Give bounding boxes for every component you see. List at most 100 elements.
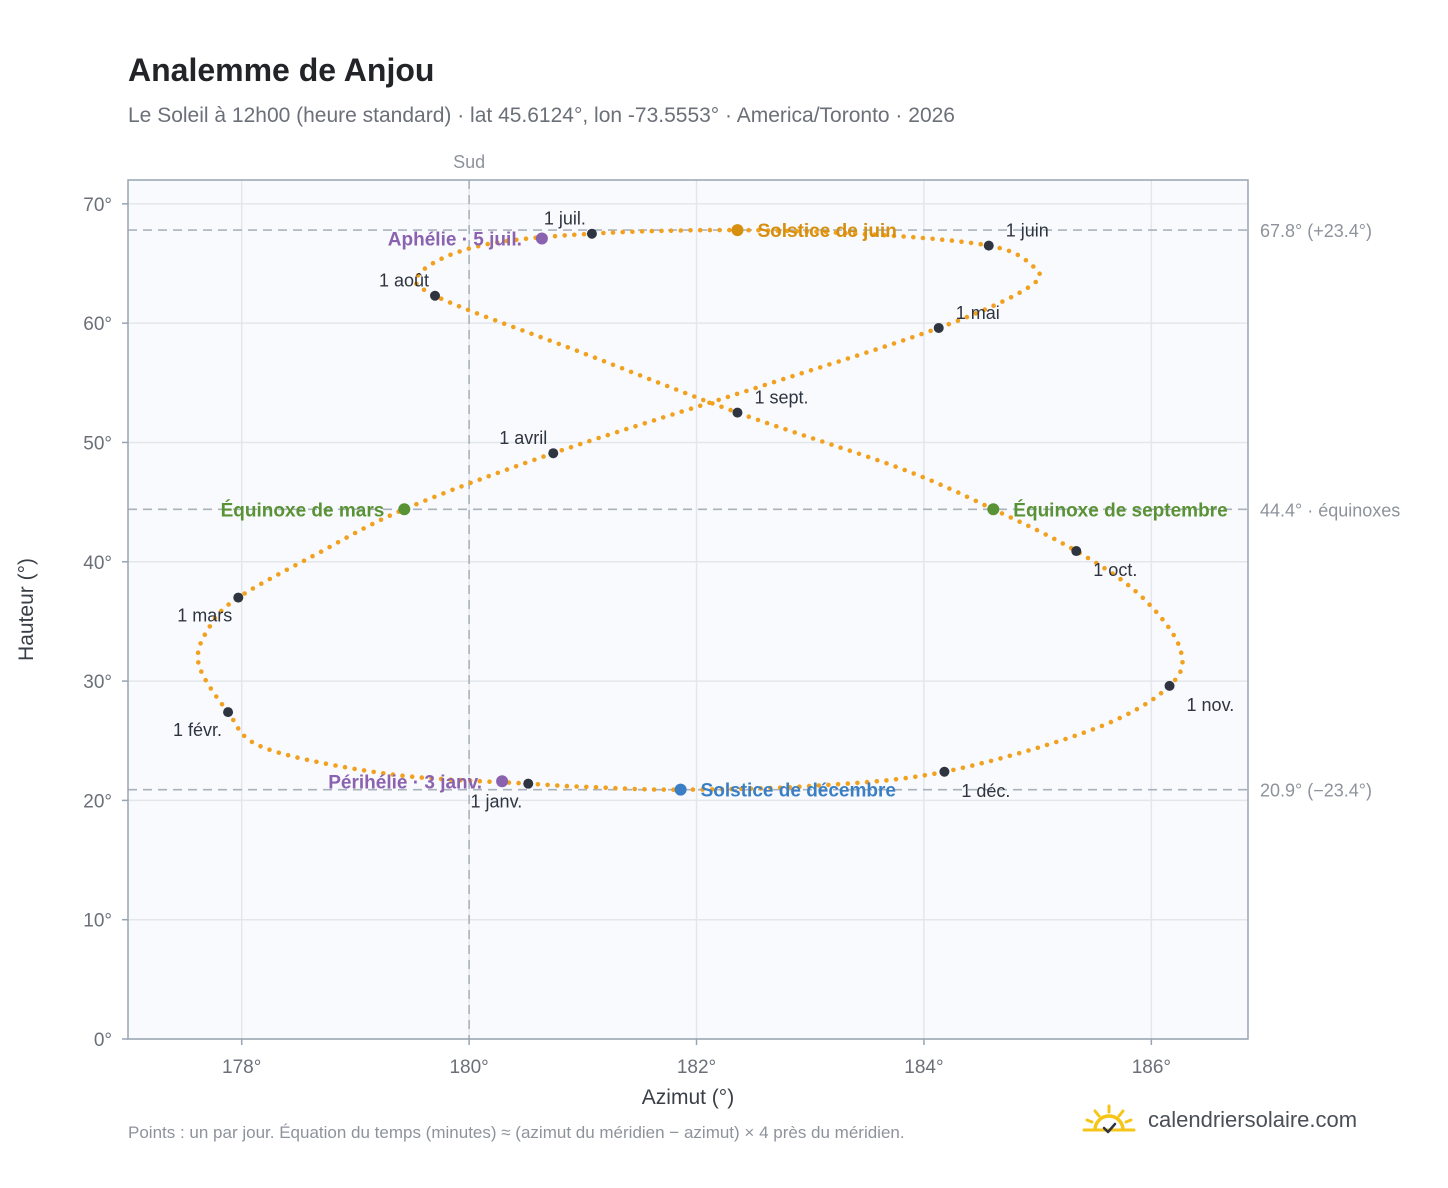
daily-point <box>532 457 537 463</box>
daily-point <box>593 785 599 790</box>
daily-point <box>477 477 483 482</box>
daily-point <box>671 787 676 792</box>
daily-point <box>323 761 329 766</box>
daily-point <box>572 232 577 238</box>
daily-point <box>562 233 567 238</box>
daily-point <box>808 368 814 373</box>
daily-point <box>1054 739 1059 745</box>
daily-point <box>381 771 386 776</box>
month-marker <box>983 240 994 251</box>
daily-point <box>820 439 825 444</box>
daily-point <box>267 747 272 752</box>
daily-point <box>1158 690 1164 696</box>
daily-point <box>938 482 943 488</box>
daily-point <box>668 228 674 233</box>
event-marker <box>496 775 509 788</box>
daily-point <box>771 379 777 385</box>
daily-point <box>1166 624 1171 630</box>
daily-point <box>552 233 558 239</box>
daily-point <box>219 608 224 614</box>
daily-point <box>787 785 792 790</box>
daily-point <box>235 726 241 731</box>
daily-point <box>982 502 987 508</box>
daily-point <box>1017 519 1022 524</box>
daily-point <box>447 300 453 305</box>
daily-point <box>973 498 979 504</box>
daily-point <box>1031 264 1036 269</box>
daily-point <box>707 227 713 233</box>
daily-point <box>991 303 996 309</box>
daily-point <box>797 784 802 789</box>
daily-point <box>651 787 657 792</box>
daily-point <box>649 228 655 234</box>
daily-point <box>806 783 812 789</box>
month-marker <box>223 707 234 718</box>
daily-point <box>432 494 437 500</box>
daily-point <box>968 240 974 246</box>
daily-point <box>1025 285 1031 291</box>
daily-point <box>630 229 635 235</box>
daily-point <box>622 786 628 791</box>
daily-point <box>1178 650 1184 655</box>
daily-point <box>342 764 348 770</box>
daily-point <box>670 412 675 417</box>
daily-point <box>891 233 897 239</box>
daily-point <box>847 448 853 454</box>
event-markers: Solstice de juin Solstice de décembre Équi… <box>221 221 1228 802</box>
daily-point <box>564 783 570 789</box>
daily-point <box>928 328 933 334</box>
daily-point <box>371 769 377 775</box>
daily-point <box>1006 248 1012 254</box>
daily-point <box>610 230 616 235</box>
daily-point <box>344 535 349 540</box>
reference-line-label: 44.4° · équinoxes <box>1260 500 1400 520</box>
daily-point <box>1180 660 1185 665</box>
daily-point <box>764 420 770 426</box>
daily-point <box>494 240 500 245</box>
daily-point <box>390 772 396 777</box>
daily-point <box>195 650 201 655</box>
month-marker-label: 1 févr. <box>173 720 222 740</box>
x-tick-label: 182° <box>677 1057 716 1078</box>
daily-point <box>477 778 483 784</box>
daily-point <box>642 787 647 792</box>
daily-point <box>450 487 455 493</box>
daily-point <box>893 777 899 782</box>
daily-point <box>817 365 823 370</box>
daily-point <box>884 778 889 783</box>
daily-point <box>862 231 868 237</box>
daily-point <box>565 345 571 350</box>
daily-point <box>719 404 724 410</box>
event-marker <box>535 232 548 245</box>
daily-point <box>673 387 679 392</box>
daily-point <box>467 778 473 783</box>
x-axis-title: Azimut (°) <box>642 1086 734 1109</box>
daily-point <box>1175 641 1181 646</box>
daily-point <box>1117 715 1122 721</box>
daily-point <box>421 287 427 293</box>
daily-point <box>520 328 525 333</box>
reference-lines: 67.8° (+23.4°) 44.4° · équinoxes 20.9° (−2… <box>128 152 1400 1039</box>
month-marker <box>430 290 441 301</box>
daily-point <box>587 438 592 444</box>
daily-point <box>930 236 935 242</box>
daily-point <box>556 341 562 347</box>
daily-point <box>1125 582 1131 588</box>
daily-point <box>756 228 761 233</box>
daily-point <box>1110 571 1115 576</box>
daily-point <box>794 228 800 234</box>
daily-point <box>504 238 510 244</box>
daily-point <box>710 401 715 406</box>
daily-point <box>783 427 788 432</box>
daily-point <box>504 467 510 472</box>
daily-point <box>439 256 444 262</box>
daily-point <box>843 230 848 236</box>
daily-point <box>456 304 462 309</box>
daily-point <box>746 227 751 233</box>
daily-point <box>430 260 436 266</box>
month-marker <box>586 228 597 239</box>
daily-point <box>613 785 618 791</box>
daily-point <box>485 241 491 247</box>
daily-point <box>1151 696 1156 702</box>
daily-point <box>1026 523 1031 529</box>
